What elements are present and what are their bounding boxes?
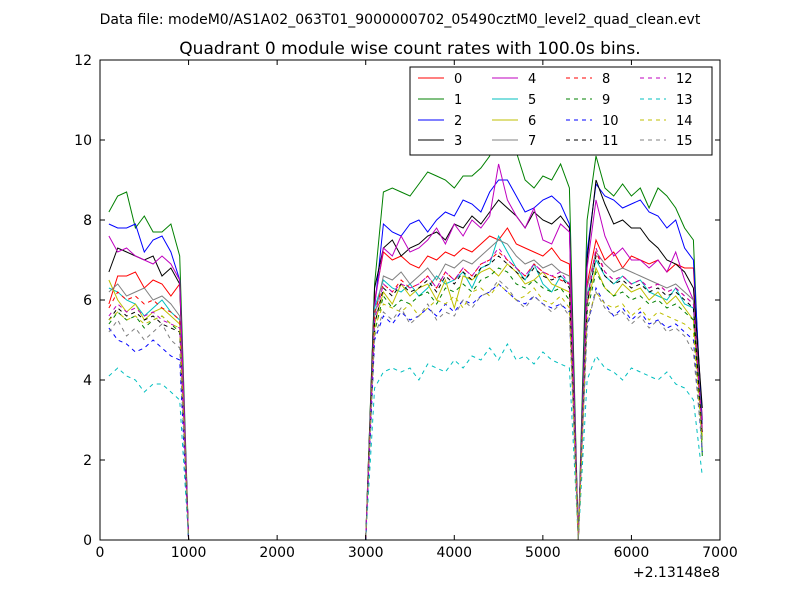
x-tick-label: 4000 <box>436 545 472 561</box>
x-tick-label: 5000 <box>525 545 561 561</box>
x-tick-label: 7000 <box>702 545 738 561</box>
y-tick-label: 6 <box>83 293 92 309</box>
legend-label-13: 13 <box>676 93 693 108</box>
y-tick-label: 0 <box>83 533 92 549</box>
x-tick-label: 1000 <box>171 545 207 561</box>
y-tick-label: 10 <box>74 133 92 149</box>
legend-label-7: 7 <box>528 134 536 149</box>
legend-label-14: 14 <box>676 114 693 129</box>
x-tick-label: 0 <box>96 545 105 561</box>
series-line-6 <box>108 263 703 541</box>
x-tick-label: 3000 <box>348 545 384 561</box>
series-line-5 <box>108 234 703 541</box>
legend-label-1: 1 <box>454 93 462 108</box>
legend-label-9: 9 <box>602 93 610 108</box>
y-tick-label: 2 <box>83 453 92 469</box>
figure-suptitle: Data file: modeM0/AS1A02_063T01_90000007… <box>100 12 701 28</box>
series-line-1 <box>108 110 703 541</box>
legend-label-12: 12 <box>676 72 693 87</box>
x-tick-label: 6000 <box>614 545 650 561</box>
series-line-7 <box>108 239 703 541</box>
legend-label-6: 6 <box>528 114 536 129</box>
x-tick-label: 2000 <box>259 545 295 561</box>
x-axis: 0 1000 2000 3000 4000 5000 6000 7000 <box>96 60 738 561</box>
series-line-11 <box>108 254 703 541</box>
y-tick-label: 8 <box>83 213 92 229</box>
series-line-4 <box>108 163 703 541</box>
legend-label-15: 15 <box>676 134 693 149</box>
series-line-13 <box>108 342 703 541</box>
series-line-3 <box>108 179 703 541</box>
series-line-10 <box>108 283 703 541</box>
legend-label-0: 0 <box>454 72 462 87</box>
y-tick-label: 4 <box>83 373 92 389</box>
series-layer <box>108 110 703 541</box>
y-tick-label: 12 <box>74 53 92 69</box>
series-line-2 <box>108 179 703 541</box>
series-line-9 <box>108 267 703 541</box>
plot-area <box>99 59 721 541</box>
legend-label-8: 8 <box>602 72 610 87</box>
legend-label-11: 11 <box>602 134 619 149</box>
legend-label-2: 2 <box>454 114 462 129</box>
chart-title: Quadrant 0 module wise count rates with … <box>179 39 640 59</box>
legend-box <box>409 66 713 156</box>
legend-label-3: 3 <box>454 134 462 149</box>
series-line-12 <box>108 246 703 541</box>
x-offset-label: +2.13148e8 <box>633 565 720 581</box>
legend-label-10: 10 <box>602 114 619 129</box>
legend-label-5: 5 <box>528 93 536 108</box>
legend-label-4: 4 <box>528 72 536 87</box>
series-line-14 <box>108 283 703 541</box>
series-line-0 <box>108 227 703 541</box>
series-line-15 <box>108 279 703 541</box>
